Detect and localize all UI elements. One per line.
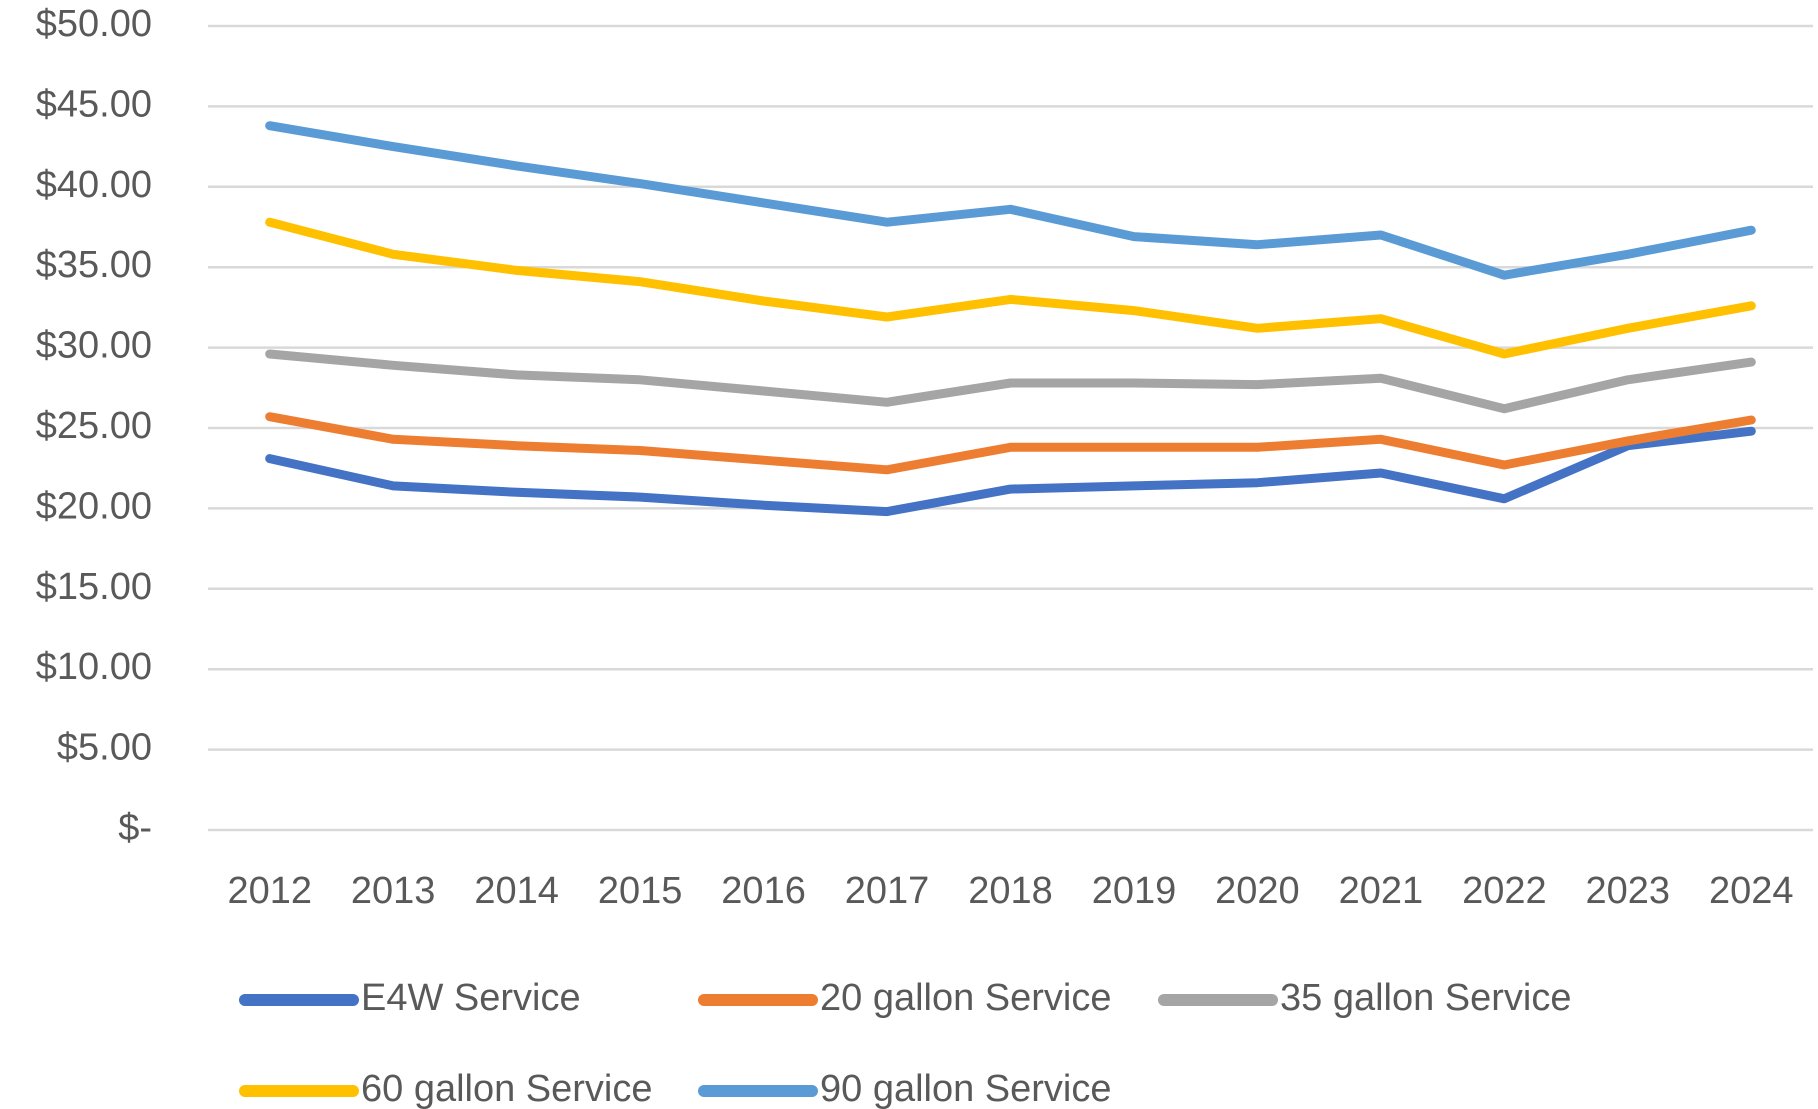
legend-label: 60 gallon Service	[361, 1068, 653, 1109]
x-tick-label: 2021	[1339, 870, 1424, 912]
series-line	[265, 426, 1756, 517]
x-tick-label: 2016	[721, 870, 806, 912]
x-tick-label: 2019	[1092, 870, 1177, 912]
legend-label: 90 gallon Service	[820, 1068, 1112, 1109]
y-tick-label: $45.00	[36, 83, 152, 125]
series-line	[265, 349, 1756, 414]
x-tick-label: 2012	[227, 870, 312, 912]
y-tick-label: $40.00	[36, 164, 152, 206]
series-line	[265, 412, 1756, 475]
x-tick-label: 2018	[968, 870, 1053, 912]
x-tick-label: 2024	[1709, 870, 1794, 912]
series-line	[265, 217, 1756, 359]
x-tick-label: 2014	[474, 870, 559, 912]
legend-label: 35 gallon Service	[1280, 977, 1572, 1019]
y-tick-label: $-	[118, 807, 152, 849]
x-tick-label: 2023	[1586, 870, 1671, 912]
y-tick-label: $20.00	[36, 485, 152, 527]
y-tick-label: $15.00	[36, 566, 152, 608]
y-tick-label: $35.00	[36, 244, 152, 286]
y-tick-label: $25.00	[36, 405, 152, 447]
series-line	[265, 121, 1756, 280]
x-tick-label: 2015	[598, 870, 683, 912]
legend-label: 20 gallon Service	[820, 977, 1112, 1019]
x-tick-label: 2022	[1462, 870, 1547, 912]
y-tick-label: $5.00	[57, 727, 152, 769]
legend-label: E4W Service	[361, 977, 581, 1019]
x-tick-label: 2013	[351, 870, 436, 912]
x-tick-label: 2017	[845, 870, 930, 912]
y-tick-label: $10.00	[36, 646, 152, 688]
y-tick-label: $30.00	[36, 325, 152, 367]
x-tick-label: 2020	[1215, 870, 1300, 912]
y-tick-label: $50.00	[36, 3, 152, 45]
